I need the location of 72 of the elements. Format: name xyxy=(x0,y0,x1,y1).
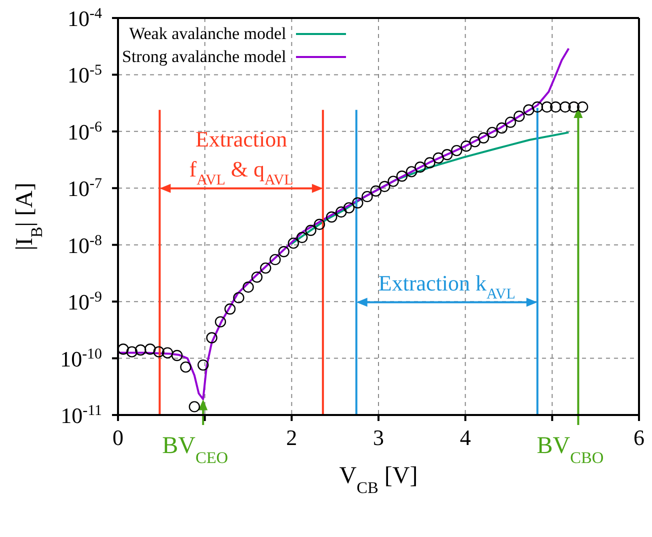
point xyxy=(370,185,382,197)
point xyxy=(362,190,373,202)
point xyxy=(514,110,525,122)
point xyxy=(560,101,571,113)
point xyxy=(396,170,408,182)
point xyxy=(469,136,480,148)
point xyxy=(153,346,164,358)
annotation: BV$_{CBO}$ xyxy=(536,433,604,466)
point xyxy=(197,359,209,371)
point xyxy=(451,144,462,156)
point xyxy=(414,162,426,173)
point xyxy=(550,101,562,113)
point xyxy=(568,101,580,113)
y-tick-label: 10$^{-8}$ xyxy=(68,232,102,258)
point xyxy=(260,262,272,274)
x-tick-label: 0 xyxy=(112,425,124,450)
point xyxy=(352,197,364,208)
point xyxy=(336,206,347,218)
y-tick-label: 10$^{-6}$ xyxy=(68,119,103,144)
point xyxy=(432,152,444,164)
point xyxy=(278,246,290,258)
point xyxy=(424,157,436,168)
y-tick-label: 10$^{-4}$ xyxy=(68,6,103,31)
point xyxy=(118,344,129,355)
x-tick-label: 2 xyxy=(286,425,298,450)
point xyxy=(504,116,516,128)
point xyxy=(523,104,534,116)
x-tick-label: 3 xyxy=(373,425,384,450)
point xyxy=(496,122,508,134)
annotation: Extraction k$_{AVL}$ xyxy=(378,270,516,302)
y-tick-label: 10$^{-5}$ xyxy=(68,62,102,88)
point xyxy=(144,344,156,355)
point xyxy=(270,254,281,266)
point xyxy=(378,180,390,192)
point xyxy=(188,401,200,412)
point xyxy=(206,332,218,344)
point xyxy=(442,149,453,160)
x-axis-title: V$_{CB}$ [V] xyxy=(339,463,418,496)
point xyxy=(162,347,174,358)
point xyxy=(224,303,236,315)
point xyxy=(233,292,244,304)
point xyxy=(242,281,254,293)
legend-label: Weak avalanche model xyxy=(129,23,286,45)
point xyxy=(180,361,192,373)
point xyxy=(251,272,263,283)
x-tick-label: 4 xyxy=(460,425,471,450)
point xyxy=(576,101,588,113)
point xyxy=(288,238,300,249)
point xyxy=(486,126,498,138)
point xyxy=(388,176,399,187)
y-tick-label: 10$^{-9}$ xyxy=(68,290,102,315)
point xyxy=(305,224,316,236)
point xyxy=(326,211,338,223)
legend-label: Strong avalanche model xyxy=(122,46,286,68)
point xyxy=(314,218,326,230)
point xyxy=(171,350,183,362)
point xyxy=(343,202,355,214)
point xyxy=(532,101,544,113)
annotation: Extraction f$_{AVL}$ & q$_{AVL}$ xyxy=(189,126,294,188)
point xyxy=(214,316,226,328)
point xyxy=(478,132,490,144)
y-tick-label: 10$^{-11}$ xyxy=(60,403,102,428)
annotation: BV$_{CEO}$ xyxy=(162,433,228,466)
point xyxy=(541,101,553,113)
point xyxy=(134,344,146,356)
point xyxy=(406,166,418,178)
point xyxy=(460,140,472,152)
x-tick-label: 6 xyxy=(634,425,644,450)
point xyxy=(126,346,138,358)
y-tick-label: 10$^{-7}$ xyxy=(68,176,103,202)
y-tick-label: 10$^{-10}$ xyxy=(60,346,102,372)
point xyxy=(296,232,308,244)
